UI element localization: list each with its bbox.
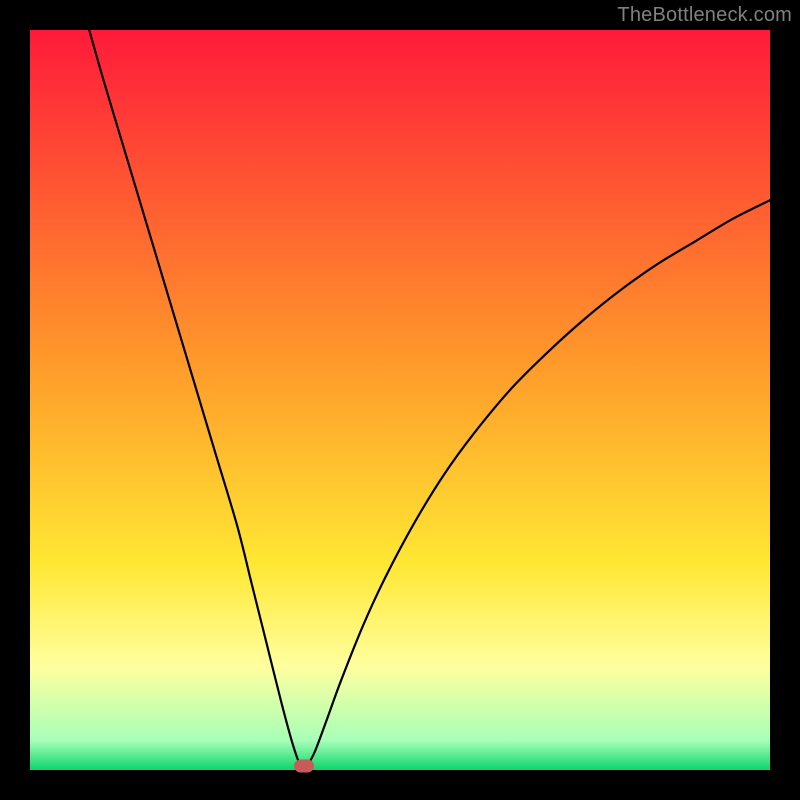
bottleneck-curve bbox=[89, 30, 770, 767]
chart-container: TheBottleneck.com bbox=[0, 0, 800, 800]
optimal-point-marker bbox=[294, 759, 314, 772]
watermark-text: TheBottleneck.com bbox=[617, 4, 792, 27]
curve-overlay bbox=[0, 0, 800, 800]
